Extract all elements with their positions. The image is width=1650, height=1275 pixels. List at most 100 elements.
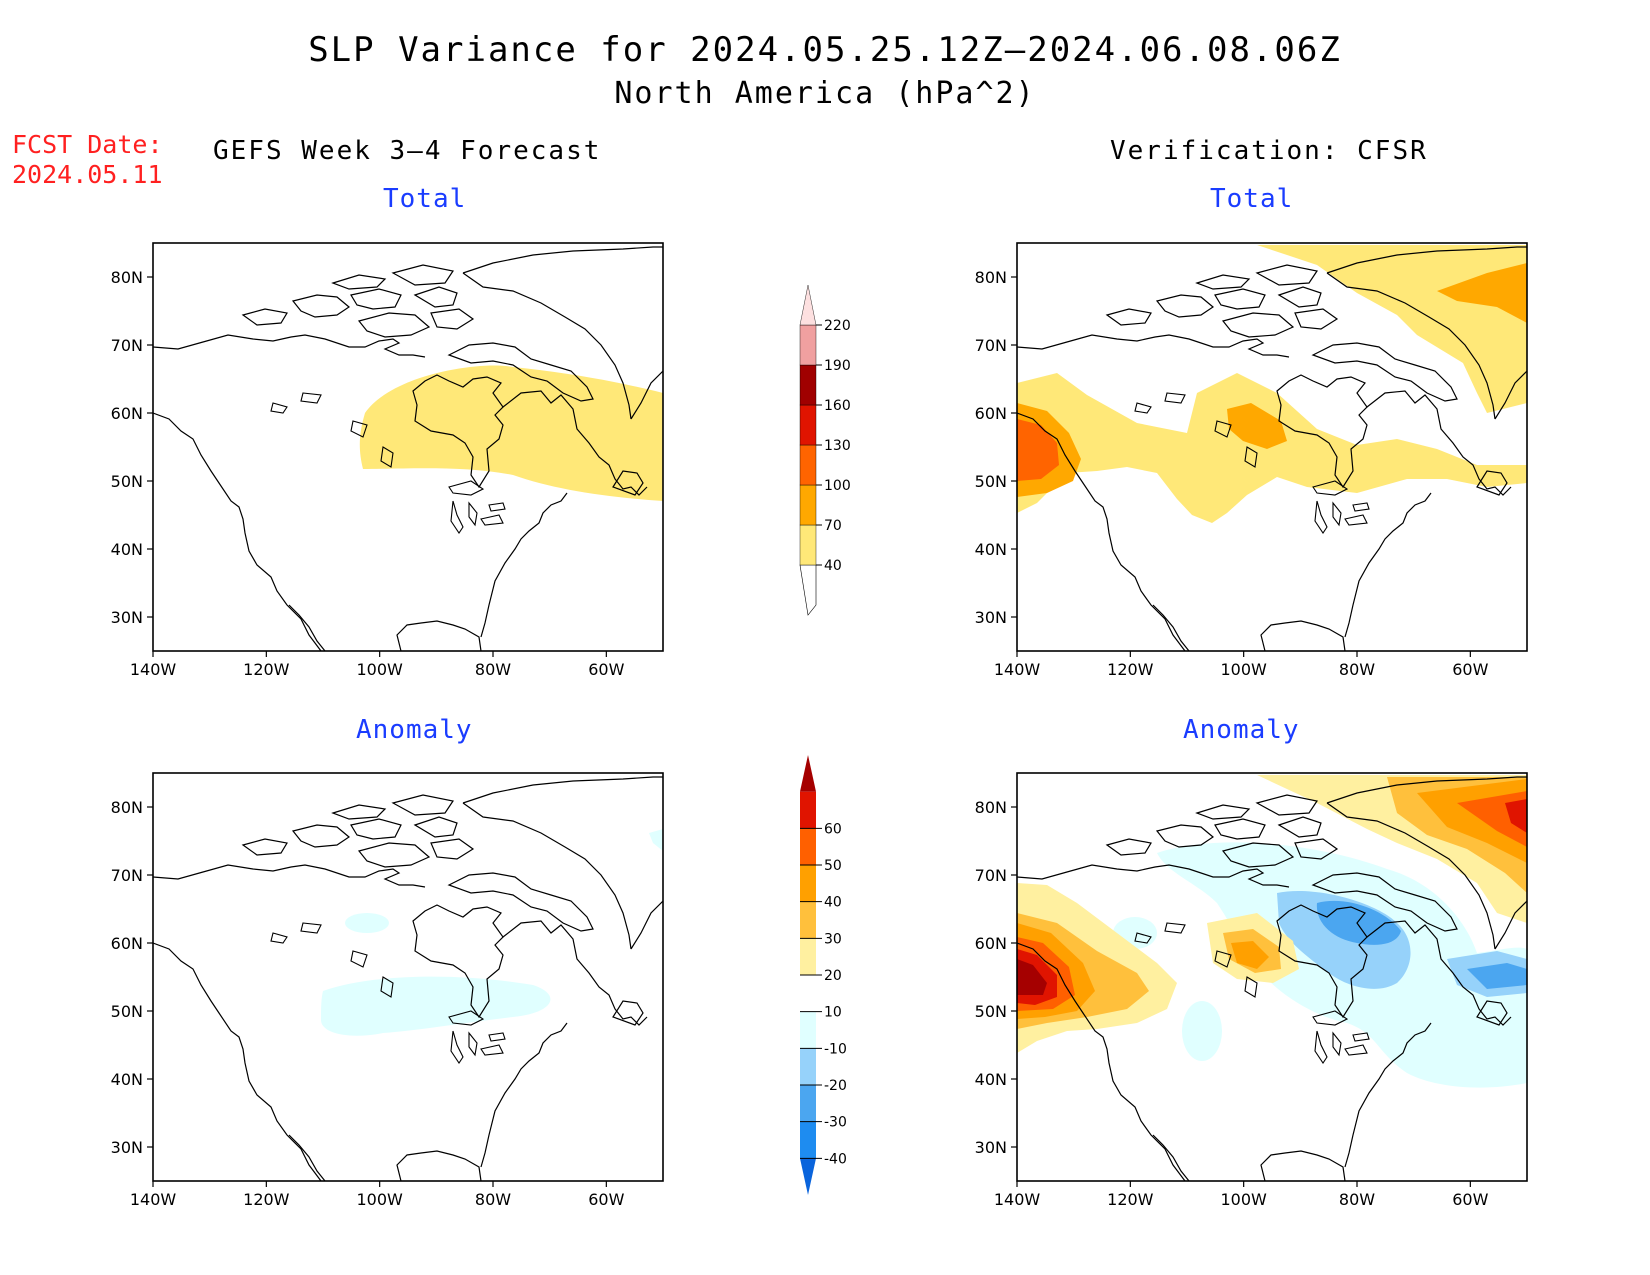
lon-tick-label: 120W bbox=[1107, 1190, 1154, 1209]
lake-outline bbox=[1134, 932, 1152, 944]
coastline bbox=[331, 804, 387, 820]
lat-tick-label: 60N bbox=[111, 404, 143, 423]
colorbar-segment bbox=[800, 1011, 816, 1049]
colorbar-label: 60 bbox=[824, 821, 842, 837]
coastline bbox=[447, 872, 594, 932]
lon-tick-label: 60W bbox=[1452, 1190, 1488, 1209]
lake-outline bbox=[1332, 501, 1342, 527]
lat-tick-label: 60N bbox=[111, 934, 143, 953]
coastline bbox=[1221, 842, 1295, 868]
lake-outline bbox=[448, 1010, 485, 1026]
lat-tick-label: 70N bbox=[111, 336, 143, 355]
lake-outline bbox=[480, 1044, 504, 1056]
lon-tick-label: 60W bbox=[1452, 660, 1488, 679]
total-shade-70 bbox=[1437, 263, 1527, 323]
lat-tick-label: 70N bbox=[111, 866, 143, 885]
coastline bbox=[291, 824, 351, 848]
coastline bbox=[1476, 1000, 1508, 1026]
coastline bbox=[1260, 620, 1346, 651]
colorbar-label: 40 bbox=[824, 895, 842, 911]
coastline bbox=[391, 794, 454, 816]
coastline bbox=[447, 342, 594, 402]
coastline bbox=[1311, 342, 1458, 402]
anomaly-shade-neg30 bbox=[1467, 963, 1527, 989]
lon-tick-label: 120W bbox=[243, 660, 290, 679]
total-colorbar: 40 70 100 130 160 190 220 bbox=[799, 284, 851, 616]
coastline bbox=[1277, 286, 1322, 308]
lon-tick-label: 80W bbox=[475, 1190, 511, 1209]
coastline bbox=[1017, 334, 1290, 358]
fcst-date-value: 2024.05.11 bbox=[12, 160, 163, 189]
forecast-anomaly-title: Anomaly bbox=[356, 715, 473, 745]
colorbar-label: 30 bbox=[824, 931, 842, 947]
colorbar-label: 130 bbox=[824, 438, 851, 454]
lake-outline bbox=[450, 1030, 464, 1064]
colorbar-label: 10 bbox=[824, 1005, 842, 1021]
lat-tick-label: 60N bbox=[975, 934, 1007, 953]
colorbar-segment bbox=[800, 975, 816, 1012]
lon-tick-label: 60W bbox=[588, 660, 624, 679]
lake-outline bbox=[350, 420, 368, 438]
anomaly-shade-60 bbox=[1017, 959, 1047, 995]
coastline bbox=[153, 412, 322, 651]
verification-total-title: Total bbox=[1210, 184, 1294, 214]
coastline bbox=[1294, 838, 1339, 860]
coastline bbox=[1155, 294, 1215, 318]
lat-tick-label: 80N bbox=[111, 798, 143, 817]
anomaly-shade-50 bbox=[1505, 799, 1527, 833]
lake-outline bbox=[270, 932, 288, 944]
map-frame bbox=[1016, 242, 1528, 652]
coastline bbox=[1255, 794, 1318, 816]
coastline bbox=[350, 818, 402, 840]
forecast-anomaly-field bbox=[153, 776, 663, 1181]
lon-tick-label: 100W bbox=[356, 1190, 403, 1209]
coastline bbox=[391, 264, 454, 286]
colorbar-segment bbox=[799, 484, 817, 526]
coastline bbox=[357, 842, 431, 868]
lat-tick-label: 50N bbox=[975, 472, 1007, 491]
coastline bbox=[413, 286, 458, 308]
coastline bbox=[412, 374, 504, 489]
lake-outline bbox=[448, 480, 485, 496]
lat-tick-label: 60N bbox=[975, 404, 1007, 423]
colorbar-label: 100 bbox=[824, 478, 851, 494]
total-shade-40 bbox=[1017, 373, 1527, 523]
lat-tick-label: 50N bbox=[111, 472, 143, 491]
coastline bbox=[1105, 838, 1152, 856]
lake-outline bbox=[1214, 420, 1232, 438]
lat-tick-label: 30N bbox=[975, 608, 1007, 627]
coastline bbox=[612, 1000, 644, 1026]
lon-tick-label: 80W bbox=[475, 660, 511, 679]
lon-tick-label: 80W bbox=[1339, 660, 1375, 679]
coastline bbox=[462, 246, 663, 420]
lon-tick-label: 120W bbox=[1107, 660, 1154, 679]
verification-total-field bbox=[1017, 245, 1527, 651]
colorbar-segment bbox=[800, 901, 816, 939]
coastline bbox=[291, 294, 351, 318]
lake-outline bbox=[1332, 1031, 1342, 1057]
verification-anomaly-title: Anomaly bbox=[1183, 715, 1300, 745]
lake-outline bbox=[1314, 500, 1328, 534]
coastline bbox=[1017, 942, 1186, 1181]
lake-outline bbox=[480, 514, 504, 526]
coastline bbox=[153, 942, 322, 1181]
map-frame bbox=[1016, 772, 1528, 1182]
colorbar-label: 50 bbox=[824, 858, 842, 874]
colorbar-label: 70 bbox=[824, 518, 842, 534]
lon-tick-label: 140W bbox=[130, 660, 177, 679]
colorbar-segment bbox=[800, 865, 816, 902]
colorbar-segment bbox=[800, 755, 816, 792]
coastline bbox=[1276, 374, 1368, 489]
coastline bbox=[1476, 470, 1508, 496]
lon-tick-label: 120W bbox=[243, 1190, 290, 1209]
verification-anomaly-field bbox=[1017, 775, 1527, 1181]
colorbar-label: 190 bbox=[824, 358, 851, 374]
coastline bbox=[396, 620, 482, 651]
coastline bbox=[1155, 824, 1215, 848]
colorbar-label: -40 bbox=[824, 1151, 847, 1167]
colorbar-label: 20 bbox=[824, 968, 842, 984]
coastline bbox=[1195, 804, 1251, 820]
coastline bbox=[153, 864, 426, 888]
colorbar-label: -30 bbox=[824, 1115, 847, 1131]
